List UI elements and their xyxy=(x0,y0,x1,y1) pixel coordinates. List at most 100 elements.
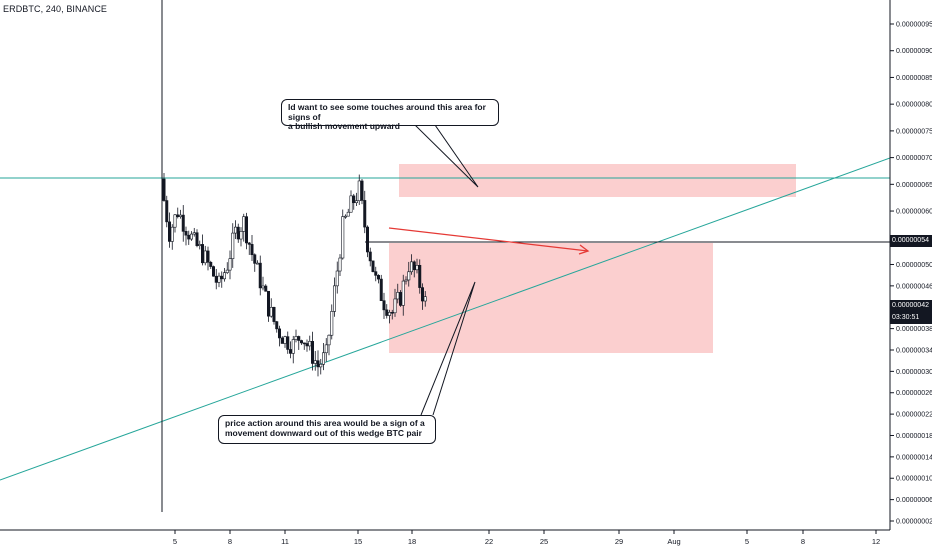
time-tick-label: 12 xyxy=(872,537,880,546)
candle-body xyxy=(162,178,166,201)
candle-body xyxy=(212,266,216,277)
price-tick-label: 0.00000002 xyxy=(896,519,932,526)
candle-body xyxy=(286,336,290,350)
candle-body xyxy=(310,341,314,364)
countdown-label: 03:30:51 xyxy=(890,312,932,324)
candle-body xyxy=(398,292,402,306)
time-tick-label: 25 xyxy=(540,537,548,546)
candle-body xyxy=(247,242,251,245)
price-tick-label: 0.00000038 xyxy=(896,326,932,333)
callout-pointer-bullish xyxy=(414,124,479,188)
price-tick-label: 0.00000090 xyxy=(896,48,932,55)
candle-body xyxy=(277,328,281,339)
candle-body xyxy=(346,211,350,217)
price-tick-label: 0.00000046 xyxy=(896,283,932,290)
candle-body xyxy=(352,195,356,204)
arrow-head xyxy=(578,244,590,255)
candle-body xyxy=(170,226,174,242)
time-tick-label: 11 xyxy=(281,537,289,546)
price-tick-label: 0.00000034 xyxy=(896,347,932,354)
candle-body xyxy=(332,285,336,312)
candle-body xyxy=(264,285,268,292)
candle-body xyxy=(365,226,369,253)
candle-body xyxy=(291,339,295,354)
candle-body xyxy=(255,262,259,265)
candle-body xyxy=(396,292,400,300)
price-tick-label: 0.00000050 xyxy=(896,262,932,269)
time-tick-label: 8 xyxy=(228,537,232,546)
price-tick-label: 0.00000070 xyxy=(896,155,932,162)
candle-body xyxy=(206,250,210,263)
candle-body xyxy=(294,336,298,340)
candle-body xyxy=(245,216,249,244)
candle-body xyxy=(220,275,224,280)
annotation-bearish-line-2: movement downward out of this wedge BTC … xyxy=(225,427,422,438)
time-tick-label: 22 xyxy=(485,537,493,546)
candle-body xyxy=(412,261,416,271)
upper-zone xyxy=(399,164,796,197)
candle-body xyxy=(165,200,169,223)
candle-body xyxy=(321,352,325,365)
candle-body xyxy=(214,275,218,283)
annotation-bullish: Id want to see some touches around this … xyxy=(281,99,499,131)
price-tick-label: 0.00000018 xyxy=(896,433,932,440)
candle-body xyxy=(387,312,391,316)
candle-body xyxy=(261,285,265,289)
candle-body xyxy=(234,226,238,234)
time-tick-label: 18 xyxy=(408,537,416,546)
annotation-bullish-line-1: Id want to see some touches around this … xyxy=(288,102,486,122)
candle-body xyxy=(357,180,361,202)
candle-body xyxy=(283,336,287,344)
candle-body xyxy=(360,180,364,201)
zones-layer xyxy=(389,164,796,353)
price-tick-label: 0.00000030 xyxy=(896,369,932,376)
candle-body xyxy=(418,265,422,288)
candle-body xyxy=(385,309,389,316)
candle-body xyxy=(407,271,411,281)
candle-body xyxy=(272,306,276,322)
candle-body xyxy=(330,311,334,336)
candle-body xyxy=(195,232,199,246)
candle-body xyxy=(316,360,320,368)
candle-body xyxy=(297,336,301,341)
lower-zone xyxy=(389,243,713,353)
candle-body xyxy=(368,251,372,262)
candle-body xyxy=(299,340,303,344)
price-tick-label: 0.00000060 xyxy=(896,209,932,216)
candle-body xyxy=(231,232,235,260)
time-tick-label: Aug xyxy=(667,537,680,546)
candle-body xyxy=(302,342,306,345)
candle-body xyxy=(184,231,188,236)
candle-body xyxy=(201,244,205,264)
candle-body xyxy=(354,200,358,204)
candles-layer xyxy=(162,172,427,377)
price-tick-label: 0.00000010 xyxy=(896,476,932,483)
candle-body xyxy=(168,221,172,242)
lines-layer xyxy=(0,0,891,512)
price-label-042: 0.00000042 xyxy=(890,300,932,312)
price-tick-label: 0.00000075 xyxy=(896,128,932,135)
candle-body xyxy=(343,215,347,218)
candle-body xyxy=(420,287,424,302)
candle-body xyxy=(308,341,312,347)
candle-body xyxy=(319,363,323,368)
candle-body xyxy=(190,233,194,240)
candle-body xyxy=(341,216,345,259)
candle-body xyxy=(324,344,328,354)
annotation-bullish-line-2: a bullish movement upward xyxy=(288,121,400,131)
candle-body xyxy=(179,214,183,218)
price-tick-label: 0.00000080 xyxy=(896,102,932,109)
candle-body xyxy=(198,244,202,246)
candle-body xyxy=(176,214,180,218)
time-tick-label: 8 xyxy=(801,537,805,546)
candle-body xyxy=(275,321,279,330)
candle-body xyxy=(225,269,229,273)
annotation-bearish: price action around this area would be a… xyxy=(218,415,436,444)
arrow-shaft xyxy=(388,227,589,252)
price-label-054: 0.00000054 xyxy=(890,235,932,247)
candle-body xyxy=(269,306,273,317)
candle-body xyxy=(239,231,243,240)
candle-body xyxy=(382,300,386,311)
